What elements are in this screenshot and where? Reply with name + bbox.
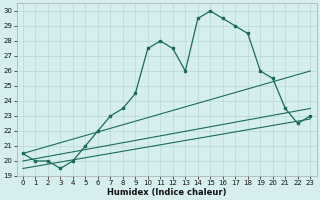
X-axis label: Humidex (Indice chaleur): Humidex (Indice chaleur) bbox=[107, 188, 226, 197]
